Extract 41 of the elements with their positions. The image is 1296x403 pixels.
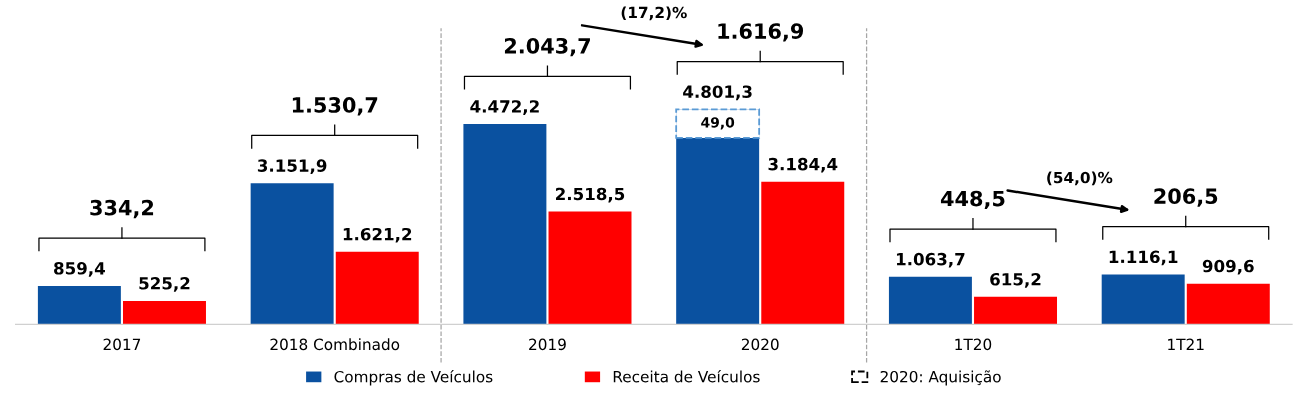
bar bbox=[974, 296, 1058, 325]
data-label: 4.801,3 bbox=[683, 85, 752, 101]
data-label: 909,6 bbox=[1202, 259, 1254, 275]
data-label: 1.116,1 bbox=[1109, 250, 1178, 266]
data-label: 3.151,9 bbox=[257, 159, 327, 175]
data-label: 1.621,2 bbox=[343, 227, 412, 243]
annotation: (54,0)% bbox=[1047, 171, 1113, 186]
x-tick-label: 1T21 bbox=[1168, 338, 1204, 350]
annotation: 334,2 bbox=[90, 199, 154, 219]
data-label: 859,4 bbox=[54, 262, 105, 277]
x-tick-label: 2017 bbox=[103, 338, 141, 351]
x-tick-label: 2020 bbox=[741, 338, 779, 351]
bar bbox=[250, 183, 334, 325]
x-tick-label: 2018 Combinado bbox=[270, 338, 400, 351]
bar bbox=[123, 300, 206, 325]
text: 2.043,7 bbox=[504, 37, 590, 57]
annotation: 206,5 bbox=[1154, 188, 1218, 207]
bar bbox=[1186, 283, 1270, 325]
bar bbox=[463, 124, 547, 325]
legend-label: Compras de Veículos bbox=[334, 370, 493, 386]
bar bbox=[335, 251, 419, 325]
data-label: 1.063,7 bbox=[896, 252, 965, 268]
annotation: 1.530,7 bbox=[292, 97, 378, 116]
bar bbox=[761, 181, 845, 325]
bar bbox=[37, 285, 121, 325]
bar bbox=[888, 276, 972, 325]
bar bbox=[1101, 274, 1185, 325]
bar bbox=[548, 211, 632, 325]
legend-label: Receita de Veículos bbox=[613, 370, 760, 383]
data-label: 4.472,2 bbox=[470, 100, 539, 115]
data-label: 2.518,5 bbox=[556, 187, 625, 203]
text: 1.616,9 bbox=[718, 23, 804, 42]
text: 2020: Aquisição bbox=[880, 370, 1001, 386]
x-tick-label: 1T20 bbox=[955, 338, 992, 351]
annotation: 49,0 bbox=[701, 117, 735, 130]
x-tick-label: 2019 bbox=[529, 338, 566, 351]
data-label: 525,2 bbox=[139, 276, 190, 292]
data-label: 615,2 bbox=[990, 272, 1041, 288]
annotation: 448,5 bbox=[940, 190, 1005, 210]
text: (17,2)% bbox=[621, 6, 687, 21]
data-label: 3.184,4 bbox=[768, 157, 838, 173]
